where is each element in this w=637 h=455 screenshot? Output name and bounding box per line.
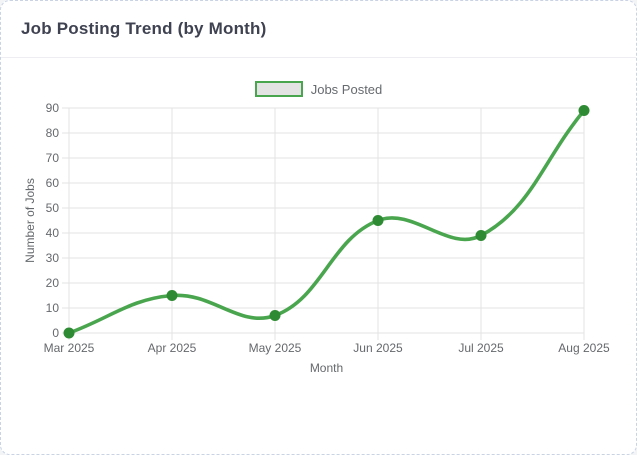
data-point[interactable] bbox=[269, 310, 281, 321]
y-tick-label: 50 bbox=[46, 201, 60, 215]
x-tick-label: Jul 2025 bbox=[458, 341, 504, 355]
data-point[interactable] bbox=[372, 215, 384, 226]
data-point[interactable] bbox=[166, 290, 178, 301]
x-tick-label: Aug 2025 bbox=[558, 341, 610, 355]
legend-label: Jobs Posted bbox=[310, 81, 383, 97]
x-tick-label: Mar 2025 bbox=[44, 341, 95, 355]
y-tick-label: 20 bbox=[46, 276, 60, 290]
y-tick-label: 30 bbox=[46, 251, 60, 265]
y-tick-label: 70 bbox=[46, 151, 60, 165]
x-tick-label: Apr 2025 bbox=[148, 341, 197, 355]
y-tick-label: 0 bbox=[52, 326, 59, 340]
data-point[interactable] bbox=[578, 105, 590, 116]
data-point[interactable] bbox=[475, 230, 487, 241]
y-axis-title: Number of Jobs bbox=[23, 178, 37, 263]
y-tick-label: 80 bbox=[46, 126, 60, 140]
x-tick-label: Jun 2025 bbox=[353, 341, 403, 355]
y-tick-label: 10 bbox=[46, 301, 60, 315]
page-title: Job Posting Trend (by Month) bbox=[21, 19, 267, 38]
chart-svg: 0 10 20 30 40 50 60 70 80 90 Mar 2025 Apr 2025 May 2… bbox=[23, 101, 610, 375]
x-axis-title: Month bbox=[310, 361, 343, 375]
y-tick-label: 90 bbox=[46, 101, 60, 115]
card-header: Job Posting Trend (by Month) bbox=[1, 1, 636, 58]
trend-line bbox=[67, 108, 586, 335]
legend-swatch bbox=[254, 81, 303, 97]
y-tick-label: 60 bbox=[46, 176, 60, 190]
data-point[interactable] bbox=[63, 327, 75, 339]
x-tick-label: May 2025 bbox=[249, 341, 302, 355]
legend-item-jobs-posted[interactable]: Jobs Posted bbox=[1, 81, 636, 97]
y-tick-label: 40 bbox=[46, 226, 60, 240]
